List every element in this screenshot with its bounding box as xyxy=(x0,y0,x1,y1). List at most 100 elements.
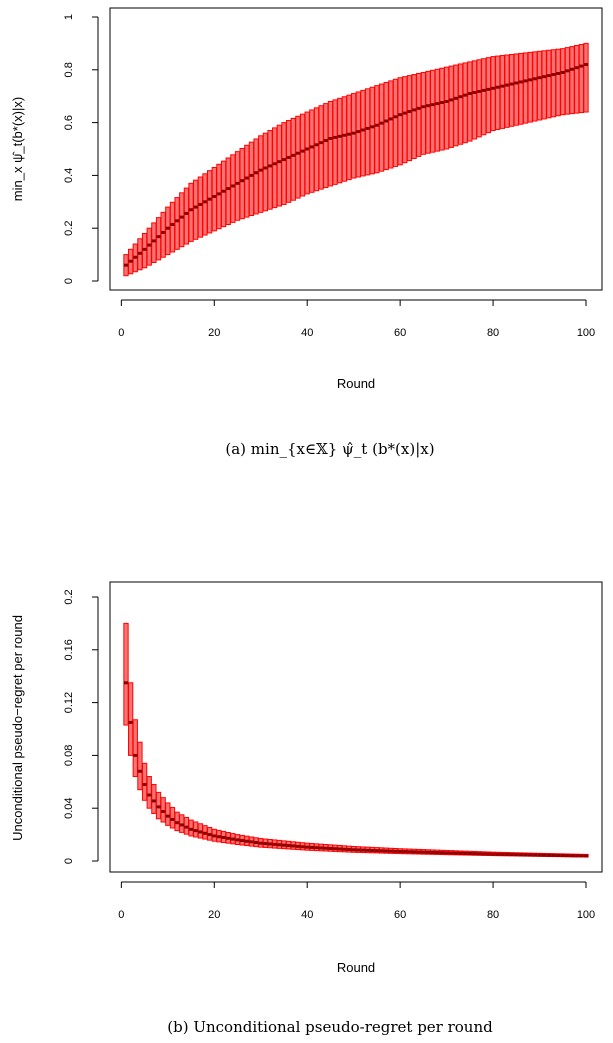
box-round xyxy=(220,160,227,228)
plot-frame-a xyxy=(109,7,603,291)
y-axis-b: 0 0.04 0.08 0.12 0.16 0.2 xyxy=(63,589,99,864)
y-axis-a: 0 0.2 0.4 0.6 0.8 1 xyxy=(63,14,99,284)
box-round xyxy=(443,66,450,150)
y-tick-label: 1 xyxy=(63,14,75,20)
box-round xyxy=(234,151,241,221)
panel-a: 0 20 40 60 80 100 0 0.2 0.4 0.6 0.8 1 Round min_x … xyxy=(10,7,603,458)
box-round xyxy=(276,124,282,207)
box-round xyxy=(532,51,538,122)
box-round xyxy=(369,86,375,175)
box-round xyxy=(244,144,250,218)
box-round xyxy=(406,75,413,162)
x-axis-label-a: Round xyxy=(337,376,375,391)
box-round xyxy=(583,42,589,113)
box-round xyxy=(467,61,473,142)
box-round xyxy=(462,62,468,144)
box-round xyxy=(146,776,152,809)
box-round xyxy=(253,138,259,215)
y-tick-label: 0.08 xyxy=(63,745,75,766)
box-round xyxy=(355,91,361,178)
box-round xyxy=(183,187,190,245)
medians-a xyxy=(123,63,589,267)
box-round xyxy=(504,54,510,128)
box-round xyxy=(160,211,166,258)
box-round xyxy=(309,109,315,193)
box-round xyxy=(439,67,445,151)
box-round xyxy=(550,49,557,118)
box-round xyxy=(490,56,496,132)
panel-b: 0 20 40 60 80 100 00.040.080.120.160.2 Round … xyxy=(10,581,603,1036)
box-round xyxy=(165,206,171,256)
box-round xyxy=(132,719,138,778)
box-round xyxy=(457,63,464,145)
plot-frame-b xyxy=(109,581,603,873)
box-round xyxy=(569,46,575,115)
x-axis-label-b: Round xyxy=(337,960,375,975)
box-round xyxy=(151,783,157,814)
box-round xyxy=(146,227,152,266)
x-tick-label: 20 xyxy=(208,327,220,339)
box-round xyxy=(151,222,157,264)
box-round xyxy=(448,65,454,148)
box-round xyxy=(128,682,134,756)
box-round xyxy=(313,107,320,192)
box-round xyxy=(578,43,584,114)
box-round xyxy=(230,154,236,223)
box-round xyxy=(485,57,492,134)
box-round xyxy=(560,48,566,116)
box-round xyxy=(225,157,231,226)
box-round xyxy=(155,217,162,261)
x-tick-label: 100 xyxy=(577,327,595,339)
box-round xyxy=(267,130,273,210)
x-tick-label: 80 xyxy=(487,327,499,339)
box-round xyxy=(141,762,148,801)
boxes-a xyxy=(123,42,589,277)
box-round xyxy=(351,93,357,179)
box-round xyxy=(495,55,501,130)
box-round xyxy=(318,105,324,190)
box-round xyxy=(364,88,371,176)
box-round xyxy=(471,60,478,140)
x-tick-label: 0 xyxy=(118,909,124,921)
box-round xyxy=(476,59,482,138)
box-round xyxy=(137,741,143,791)
caption-a: (a) min_{x∈𝕏} ψ̂_t (b*(x)|x) xyxy=(225,440,434,458)
box-round xyxy=(248,141,255,217)
box-round xyxy=(388,80,394,169)
y-tick-label: 0.2 xyxy=(63,589,75,604)
y-tick-label: 0.04 xyxy=(63,797,75,818)
x-tick-label: 100 xyxy=(577,909,595,921)
box-round xyxy=(509,53,515,127)
box-round xyxy=(216,163,222,230)
box-round xyxy=(262,132,269,212)
box-round xyxy=(202,173,208,236)
box-round xyxy=(411,74,417,160)
box-round xyxy=(337,97,343,184)
y-tick-label: 0.2 xyxy=(63,221,75,236)
box-round xyxy=(290,117,296,201)
x-axis-b: 0 20 40 60 80 100 xyxy=(118,881,595,921)
x-tick-label: 0 xyxy=(118,327,124,339)
box-round xyxy=(434,68,440,152)
box-round xyxy=(193,179,199,240)
box-round xyxy=(295,115,301,199)
y-tick-label: 0.8 xyxy=(63,62,75,77)
medians-b xyxy=(123,681,589,858)
box-round xyxy=(346,94,352,181)
box-round xyxy=(160,797,166,823)
x-tick-label: 40 xyxy=(301,909,313,921)
box-round xyxy=(402,76,408,164)
box-round xyxy=(420,71,427,155)
box-round xyxy=(416,72,422,157)
box-round xyxy=(546,49,552,119)
box-round xyxy=(299,113,306,197)
box-round xyxy=(518,52,524,125)
y-tick-label: 0 xyxy=(63,278,75,284)
box-round xyxy=(258,135,264,213)
x-tick-label: 40 xyxy=(301,327,313,339)
box-round xyxy=(541,50,547,120)
box-round xyxy=(239,147,245,220)
boxes-b xyxy=(123,622,589,858)
box-round xyxy=(383,81,389,171)
y-tick-label: 0.4 xyxy=(63,168,75,183)
